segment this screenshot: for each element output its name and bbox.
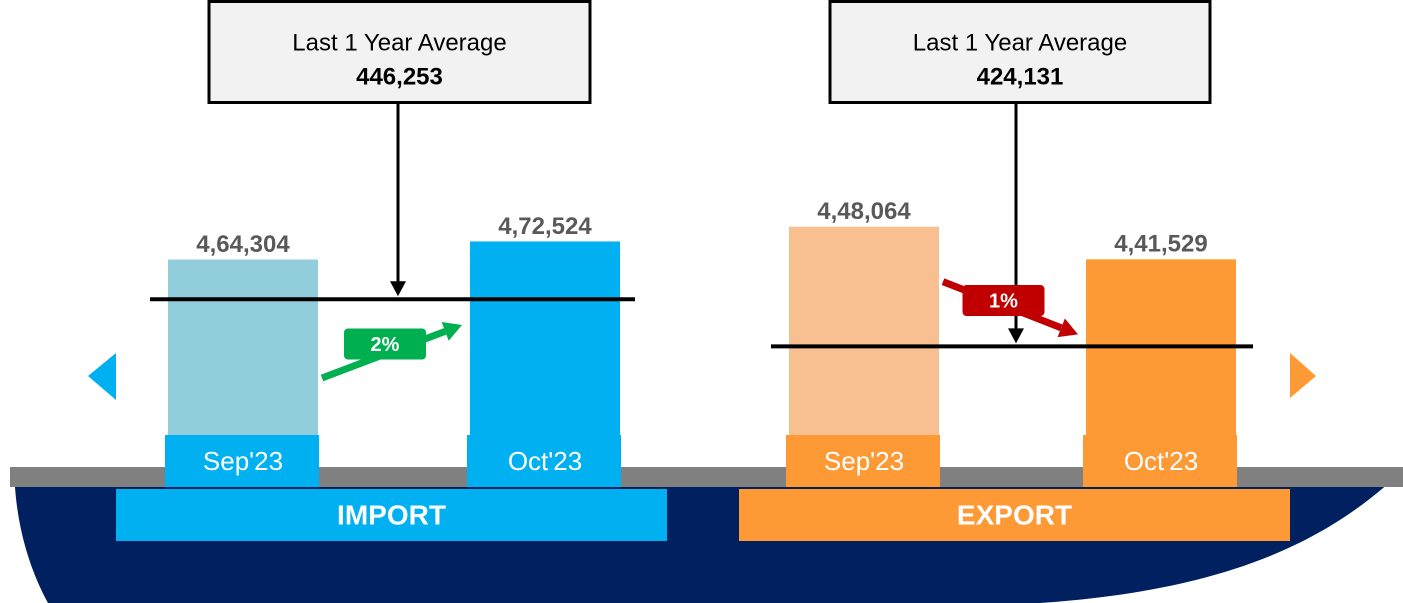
category-box (467, 435, 621, 487)
average-title: Last 1 Year Average (292, 29, 506, 56)
average-title: Last 1 Year Average (913, 29, 1127, 56)
deck (10, 467, 1403, 487)
bar (168, 259, 318, 467)
value-label: 4,64,304 (196, 231, 290, 258)
average-box (828, 0, 1212, 104)
bar (1086, 259, 1236, 467)
category-label: Oct'23 (1124, 446, 1198, 476)
value-label: 4,48,064 (817, 198, 911, 225)
change-arrow-head (1057, 318, 1078, 338)
change-box (344, 328, 426, 360)
prev-arrow[interactable] (88, 353, 116, 400)
change-label: 1% (989, 290, 1018, 312)
category-label: Sep'23 (824, 446, 904, 476)
average-value: 446,253 (356, 63, 443, 90)
average-box (207, 0, 592, 104)
value-label: 4,72,524 (498, 213, 592, 240)
bar (470, 241, 620, 467)
category-box (786, 435, 940, 487)
category-box (1083, 435, 1237, 487)
change-label: 2% (371, 334, 400, 356)
banner-label: EXPORT (957, 499, 1072, 530)
average-value: 424,131 (977, 63, 1064, 90)
average-pointer-head (390, 281, 406, 297)
category-box (165, 435, 319, 487)
category-label: Oct'23 (508, 446, 582, 476)
banner (739, 489, 1290, 541)
next-arrow[interactable] (1290, 353, 1316, 398)
change-box (962, 285, 1045, 317)
average-pointer-head (1008, 328, 1024, 344)
banner-label: IMPORT (337, 499, 446, 530)
change-arrow-head (441, 322, 462, 341)
value-label: 4,41,529 (1114, 231, 1207, 258)
category-label: Sep'23 (203, 446, 283, 476)
banner (116, 489, 667, 541)
